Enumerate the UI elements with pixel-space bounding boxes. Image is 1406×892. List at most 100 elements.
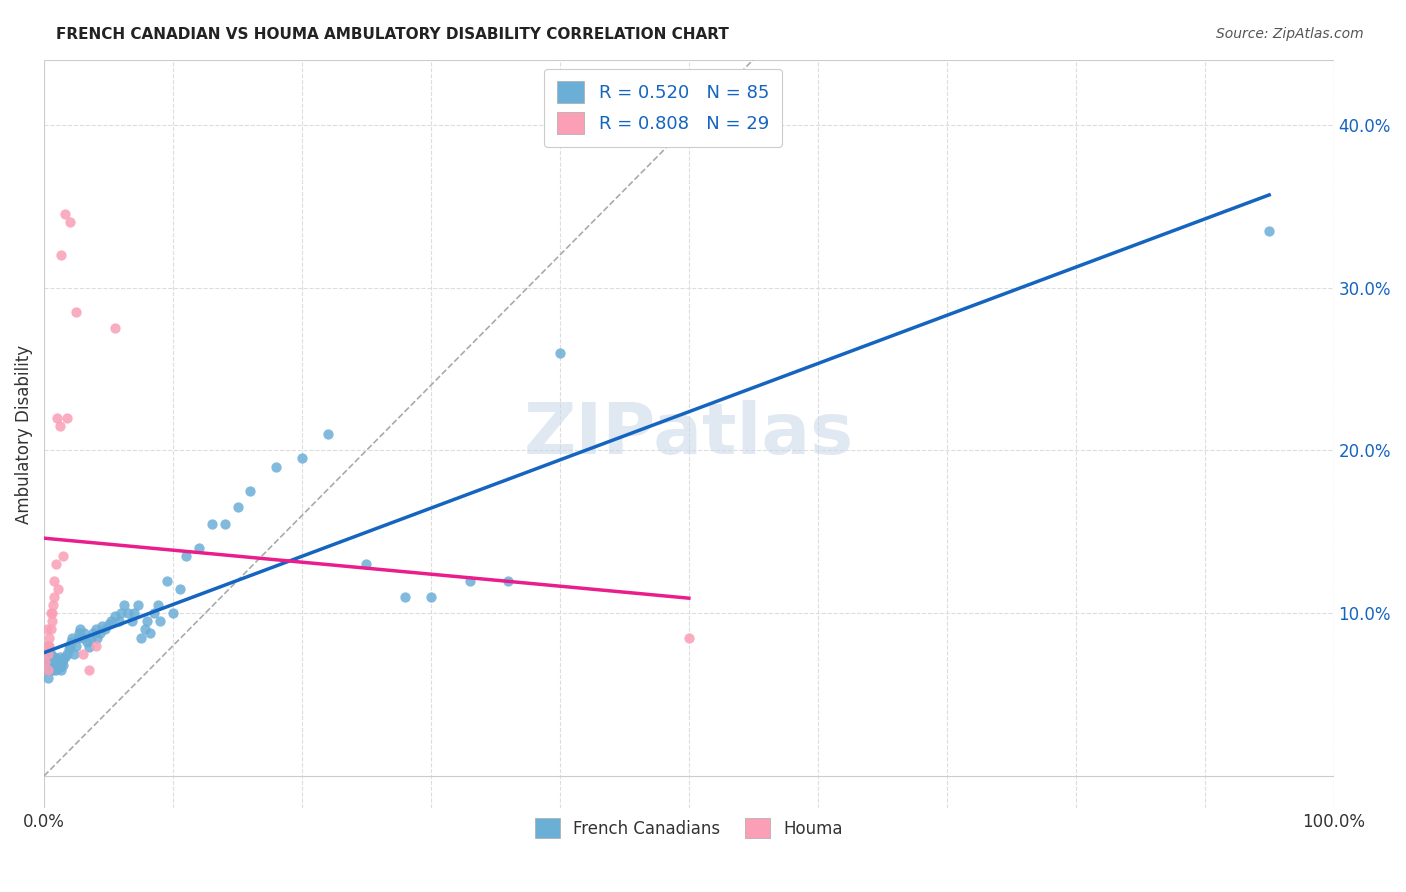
- Point: [46, 658, 69, 673]
- Point: [52, 549, 75, 563]
- Point: [37, 639, 59, 653]
- Point: [108, 614, 131, 628]
- Point: [46, 653, 69, 667]
- Point: [112, 598, 135, 612]
- Point: [72, 647, 94, 661]
- Point: [104, 321, 127, 335]
- Point: [34, 655, 56, 669]
- Point: [356, 558, 378, 572]
- Point: [42, 655, 65, 669]
- Point: [117, 606, 139, 620]
- Point: [62, 647, 84, 661]
- Point: [187, 541, 209, 555]
- Text: Source: ZipAtlas.com: Source: ZipAtlas.com: [1216, 27, 1364, 41]
- Point: [97, 617, 120, 632]
- Point: [65, 305, 87, 319]
- Point: [498, 574, 520, 588]
- Point: [136, 614, 159, 628]
- Point: [41, 614, 63, 628]
- Point: [100, 614, 122, 628]
- Point: [45, 663, 67, 677]
- Point: [162, 606, 184, 620]
- Point: [44, 574, 66, 588]
- Point: [1258, 223, 1281, 237]
- Point: [46, 651, 69, 665]
- Point: [39, 647, 62, 661]
- Point: [60, 635, 83, 649]
- Point: [35, 663, 58, 677]
- Point: [214, 516, 236, 531]
- Point: [41, 606, 63, 620]
- Point: [86, 631, 108, 645]
- Point: [41, 658, 63, 673]
- Point: [37, 647, 59, 661]
- Point: [76, 635, 98, 649]
- Point: [77, 663, 100, 677]
- Point: [39, 623, 62, 637]
- Point: [38, 631, 60, 645]
- Point: [127, 598, 149, 612]
- Point: [49, 248, 72, 262]
- Point: [46, 582, 69, 596]
- Point: [49, 663, 72, 677]
- Point: [394, 590, 416, 604]
- Point: [42, 663, 65, 677]
- Point: [56, 647, 79, 661]
- Point: [73, 625, 96, 640]
- Point: [84, 639, 107, 653]
- Point: [77, 640, 100, 655]
- Point: [38, 639, 60, 653]
- Point: [93, 623, 115, 637]
- Legend: French Canadians, Houma: French Canadians, Houma: [529, 812, 849, 845]
- Point: [89, 625, 111, 640]
- Point: [84, 623, 107, 637]
- Point: [44, 650, 66, 665]
- Point: [201, 516, 224, 531]
- Point: [46, 657, 69, 671]
- Point: [39, 606, 62, 620]
- Point: [129, 631, 152, 645]
- Point: [41, 651, 63, 665]
- Point: [66, 631, 89, 645]
- Point: [37, 671, 59, 685]
- Point: [139, 625, 162, 640]
- Point: [548, 345, 571, 359]
- Point: [45, 655, 67, 669]
- Point: [124, 606, 146, 620]
- Point: [58, 641, 80, 656]
- Point: [48, 650, 70, 665]
- Point: [91, 619, 114, 633]
- Text: ZIPatlas: ZIPatlas: [524, 400, 853, 468]
- Point: [79, 631, 101, 645]
- Point: [38, 655, 60, 669]
- Point: [39, 663, 62, 677]
- Point: [291, 451, 314, 466]
- Point: [48, 418, 70, 433]
- Point: [169, 582, 191, 596]
- Point: [48, 660, 70, 674]
- Point: [156, 574, 179, 588]
- Point: [458, 574, 481, 588]
- Point: [46, 410, 69, 425]
- Point: [42, 598, 65, 612]
- Point: [264, 459, 287, 474]
- Point: [35, 639, 58, 653]
- Point: [316, 427, 339, 442]
- Point: [34, 655, 56, 669]
- Point: [420, 590, 443, 604]
- Point: [226, 500, 249, 515]
- Point: [56, 410, 79, 425]
- Point: [52, 651, 75, 665]
- Point: [52, 658, 75, 673]
- Point: [45, 558, 67, 572]
- Point: [39, 655, 62, 669]
- Point: [82, 625, 104, 640]
- Point: [149, 614, 172, 628]
- Point: [678, 631, 700, 645]
- Point: [35, 623, 58, 637]
- Point: [239, 483, 262, 498]
- Point: [37, 663, 59, 677]
- Point: [65, 639, 87, 653]
- Point: [174, 549, 197, 563]
- Point: [104, 609, 127, 624]
